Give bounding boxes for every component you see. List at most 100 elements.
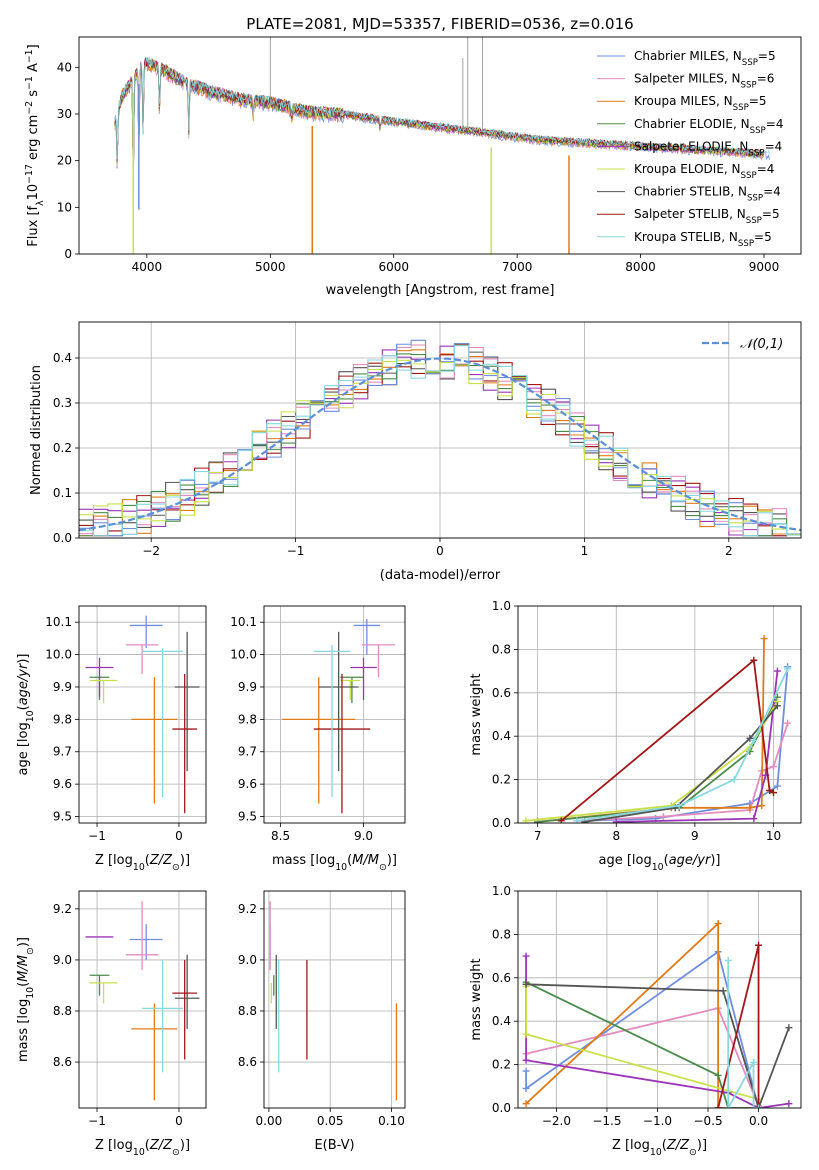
label-part: s	[26, 90, 41, 101]
x-tick-label: 9.0	[354, 829, 373, 843]
x-tick-label: 6000	[378, 260, 409, 274]
legend-label-5: Kroupa ELODIE, NSSP=4	[634, 162, 774, 181]
weight-marker-7	[750, 656, 758, 664]
weight-line-4	[616, 670, 779, 823]
label-part: ]	[26, 44, 41, 49]
label-part: age [log	[16, 722, 31, 775]
label-part: ⊙	[25, 947, 36, 955]
weight-marker-7	[755, 941, 763, 949]
weight-marker-7	[766, 786, 774, 794]
x-tick-label: −1	[88, 1114, 106, 1128]
plot-area	[522, 920, 793, 1108]
weight-marker-8	[724, 956, 732, 964]
y-tick-label: 0.4	[53, 351, 72, 365]
y-tick-label: 0.4	[492, 1014, 511, 1028]
label-part: −1	[24, 76, 35, 90]
histogram-8	[79, 345, 801, 537]
weight-line-1	[576, 722, 789, 822]
y-tick-label: 8.8	[53, 1004, 72, 1018]
weight-marker-4	[785, 1100, 793, 1108]
label-part: Kroupa MILES, N	[634, 94, 733, 108]
label-part: Salpeter MILES, N	[634, 72, 741, 86]
x-tick-label: 7	[534, 829, 542, 843]
label-part: Z [log	[95, 1138, 133, 1153]
label-part: −17	[24, 164, 35, 184]
label-part: (	[664, 853, 669, 868]
y-tick-label: 9.9	[53, 680, 72, 694]
label-part: )]	[180, 1138, 190, 1153]
y-tick-label: 9.6	[53, 777, 72, 791]
y-tick-label: 10.0	[230, 648, 257, 662]
y-axis-label: age [log10(age/yr)]	[16, 653, 36, 775]
y-tick-label: 0.1	[53, 486, 72, 500]
weight-marker-3	[714, 1071, 722, 1079]
label-part: (	[145, 1138, 150, 1153]
y-tick-label: 0.0	[492, 816, 511, 830]
weight-marker-8	[749, 1104, 757, 1108]
x-tick-label: 9000	[749, 260, 780, 274]
label-part: 10	[335, 862, 347, 873]
label-part: SSP	[733, 103, 749, 113]
label-part: mass [log	[272, 853, 335, 868]
y-tick-label: 0.0	[492, 1101, 511, 1115]
y-tick-label: 9.6	[238, 777, 257, 791]
legend-label-6: Chabrier STELIB, NSSP=4	[634, 185, 781, 204]
x-tick-label: 9	[691, 829, 699, 843]
y-tick-label: 9.2	[53, 902, 72, 916]
label-part: M/M	[16, 955, 31, 982]
weight-marker-0	[522, 1084, 530, 1092]
x-axis-label: Z [log10(Z/Z⊙)]	[95, 1138, 190, 1158]
label-part: Z/Z	[149, 853, 173, 868]
y-tick-label: 10.0	[45, 648, 72, 662]
y-tick-label: 10.1	[230, 615, 257, 629]
y-tick-label: 9.9	[238, 680, 257, 694]
label-part: 10	[25, 710, 36, 722]
axes-frame	[517, 605, 802, 824]
label-part: =5	[754, 230, 772, 244]
axes-frame	[517, 890, 802, 1109]
weight-marker-6	[746, 734, 754, 742]
label-part: ⊙	[172, 862, 180, 873]
y-tick-label: 0.3	[53, 396, 72, 410]
x-axis-label: (data-model)/error	[380, 568, 501, 583]
label-part: =4	[766, 117, 784, 131]
weight-marker-5	[522, 817, 530, 823]
y-tick-label: 9.5	[53, 810, 72, 824]
y-tick-label: 0.6	[492, 686, 511, 700]
label-part: age/yr	[16, 662, 31, 705]
legend-label-8: Kroupa STELIB, NSSP=5	[634, 230, 772, 249]
weight-marker-7	[714, 1104, 722, 1108]
y-tick-label: 0.8	[492, 927, 511, 941]
y-tick-label: 9.8	[238, 712, 257, 726]
label-part: SSP	[746, 216, 762, 226]
y-axis-label: Normed distribution	[29, 365, 44, 495]
weight-line-2	[537, 638, 765, 823]
label-part: ⊙	[379, 862, 387, 873]
label-part: SSP	[742, 58, 758, 68]
label-part: (	[145, 853, 150, 868]
y-tick-label: 9.7	[53, 745, 72, 759]
y-axis-label: Flux [fλ10−17 erg cm−2 s−1 A−1]	[24, 44, 46, 246]
y-tick-label: 9.0	[238, 953, 257, 967]
y-tick-label: 8.6	[53, 1055, 72, 1069]
y-tick-label: 40	[57, 60, 72, 74]
weight-line-6	[584, 705, 779, 823]
panel-age-vs-mass: 8.5 9.0 9.5 9.6 9.7 9.8 9.9 10.0 10.1 mass [log10…	[230, 605, 406, 873]
x-tick-label: 0.10	[378, 1114, 405, 1128]
label-part: )]	[16, 653, 31, 663]
panel-mass-vs-ebv: 0.00 0.05 0.10 8.6 8.8 9.0 9.2 E(B-V)	[238, 890, 406, 1153]
weight-marker-7	[557, 817, 565, 823]
label-part: (	[347, 853, 352, 868]
x-axis-label: age [log10(age/yr)]	[598, 853, 720, 873]
label-part: =4	[763, 185, 781, 199]
y-tick-label: 0	[64, 247, 72, 261]
x-tick-label: −1	[88, 829, 106, 843]
y-tick-label: 9.2	[238, 902, 257, 916]
panel-residuals: −2 −1 0 1 2 0.0 0.1 0.2 0.3 0.4 𝒩(0,1) (data-model)…	[29, 321, 802, 583]
label-part: =5	[758, 49, 776, 63]
plot-area	[85, 615, 200, 814]
weight-marker-8	[730, 776, 738, 784]
label-part: M/M	[352, 853, 379, 868]
x-tick-label: −1.0	[643, 1114, 672, 1128]
x-tick-label: 1	[581, 544, 589, 558]
